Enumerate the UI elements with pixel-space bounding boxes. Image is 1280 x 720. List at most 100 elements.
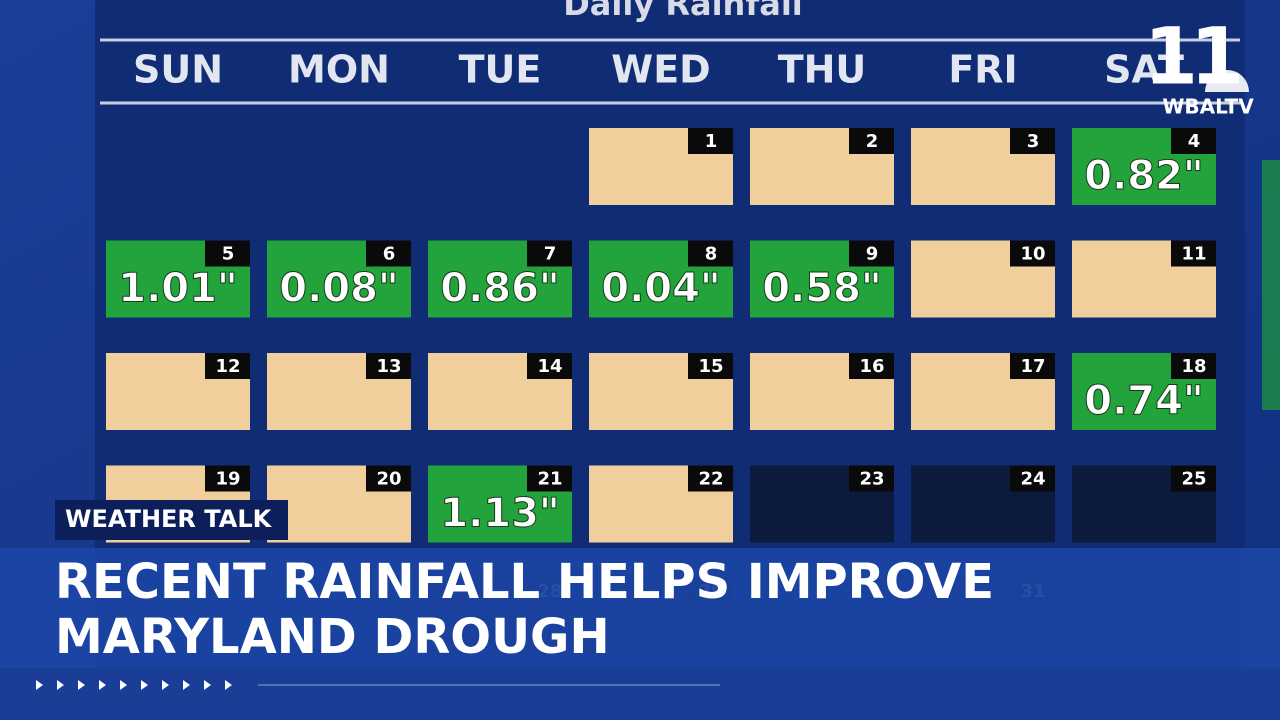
day-cell: 90.58"	[750, 240, 894, 318]
rainfall: 0.08"	[279, 266, 399, 312]
day-number: 5	[222, 244, 235, 265]
day-number: 10	[1020, 244, 1045, 265]
day-number: 16	[859, 356, 884, 377]
day-cell: 15	[589, 353, 733, 430]
day-cell: 80.04"	[589, 240, 733, 318]
rainfall: 0.04"	[601, 266, 721, 312]
day-badge	[1171, 240, 1216, 267]
day-badge	[527, 465, 572, 492]
day-cell: 1	[589, 128, 733, 205]
day-badge	[366, 465, 411, 492]
ticker-arrow	[183, 680, 190, 690]
day-number: 8	[705, 244, 718, 265]
day-number: 7	[544, 244, 557, 265]
day-number: 12	[215, 356, 240, 377]
logo: 11 WBALTV	[1144, 12, 1254, 118]
ticker-arrow	[78, 680, 85, 690]
day-badge	[205, 465, 250, 492]
day-badge	[688, 128, 733, 154]
ticker-arrow	[99, 680, 106, 690]
calendar-title: Daily Rainfall	[563, 0, 803, 23]
ticker-arrow	[57, 680, 64, 690]
day-number: 13	[376, 356, 401, 377]
day-badge	[205, 353, 250, 379]
day-badge	[366, 353, 411, 379]
day-number: 4	[1188, 131, 1201, 152]
ticker-arrow	[36, 680, 43, 690]
day-cell: 24	[911, 465, 1055, 543]
day-badge	[688, 240, 733, 267]
day-number: 11	[1181, 244, 1206, 265]
day-number: 3	[1027, 131, 1040, 152]
day-number: 23	[859, 469, 884, 490]
ticker-bar	[0, 668, 1280, 720]
day-number: 25	[1181, 469, 1206, 490]
day-badge	[849, 353, 894, 379]
day-cell: 211.13"	[428, 465, 572, 543]
day-badge	[849, 465, 894, 492]
day-cell: 2	[750, 128, 894, 205]
day-badge	[849, 240, 894, 267]
weekday: SAT	[1104, 48, 1184, 92]
day-badge	[205, 240, 250, 267]
rainfall: 1.13"	[440, 491, 560, 537]
ticker-arrow	[141, 680, 148, 690]
rainfall: 0.58"	[762, 266, 882, 312]
day-cell: 25	[1072, 465, 1216, 543]
day-number: 19	[215, 469, 240, 490]
headline: MARYLAND DROUGH	[55, 609, 610, 665]
day-number: 24	[1020, 469, 1045, 490]
day-number: 20	[376, 469, 401, 490]
day-cell: 12	[106, 353, 250, 430]
day-number: 14	[537, 356, 562, 377]
headline-band	[0, 548, 1280, 668]
day-number: 2	[866, 131, 879, 152]
rainfall: 0.86"	[440, 266, 560, 312]
rainfall: 1.01"	[118, 266, 238, 312]
day-cell: 51.01"	[106, 240, 250, 318]
day-cell: 40.82"	[1072, 128, 1216, 205]
logo-peacock	[1205, 70, 1249, 92]
day-badge	[688, 353, 733, 379]
ticker-arrow	[162, 680, 169, 690]
day-cell: 17	[911, 353, 1055, 430]
day-number: 9	[866, 244, 879, 265]
weekday: WED	[611, 48, 710, 92]
ticker-arrow	[204, 680, 211, 690]
weekday: MON	[288, 48, 390, 92]
day-badge	[688, 465, 733, 492]
day-badge	[1171, 465, 1216, 492]
day-cell: 11	[1072, 240, 1216, 318]
ticker-arrow	[120, 680, 127, 690]
day-badge	[366, 240, 411, 267]
day-cell: 60.08"	[267, 240, 411, 318]
day-number: 17	[1020, 356, 1045, 377]
day-cell: 23	[750, 465, 894, 543]
rainfall: 0.82"	[1084, 153, 1204, 199]
day-badge	[1010, 353, 1055, 379]
weekday: FRI	[948, 48, 1017, 92]
day-cell: 70.86"	[428, 240, 572, 318]
weekday: TUE	[459, 48, 542, 92]
day-cell: 16	[750, 353, 894, 430]
day-number: 22	[698, 469, 723, 490]
day-cell: 14	[428, 353, 572, 430]
day-badge	[849, 128, 894, 154]
day-number: 15	[698, 356, 723, 377]
logo-station: WBALTV	[1162, 95, 1254, 119]
tag: WEATHER TALK	[65, 505, 273, 533]
day-cell: 180.74"	[1072, 353, 1216, 430]
day-cell: 3	[911, 128, 1055, 205]
day-cell: 22	[589, 465, 733, 543]
side-strip	[1262, 160, 1280, 410]
day-badge	[527, 353, 572, 379]
day-badge	[1171, 128, 1216, 154]
day-badge	[527, 240, 572, 267]
day-badge	[1010, 240, 1055, 267]
day-cell: 20	[267, 465, 411, 543]
tag-box	[55, 500, 288, 540]
headline: RECENT RAINFALL HELPS IMPROVE	[55, 554, 994, 610]
day-number: 21	[537, 469, 562, 490]
day-number: 18	[1181, 356, 1206, 377]
